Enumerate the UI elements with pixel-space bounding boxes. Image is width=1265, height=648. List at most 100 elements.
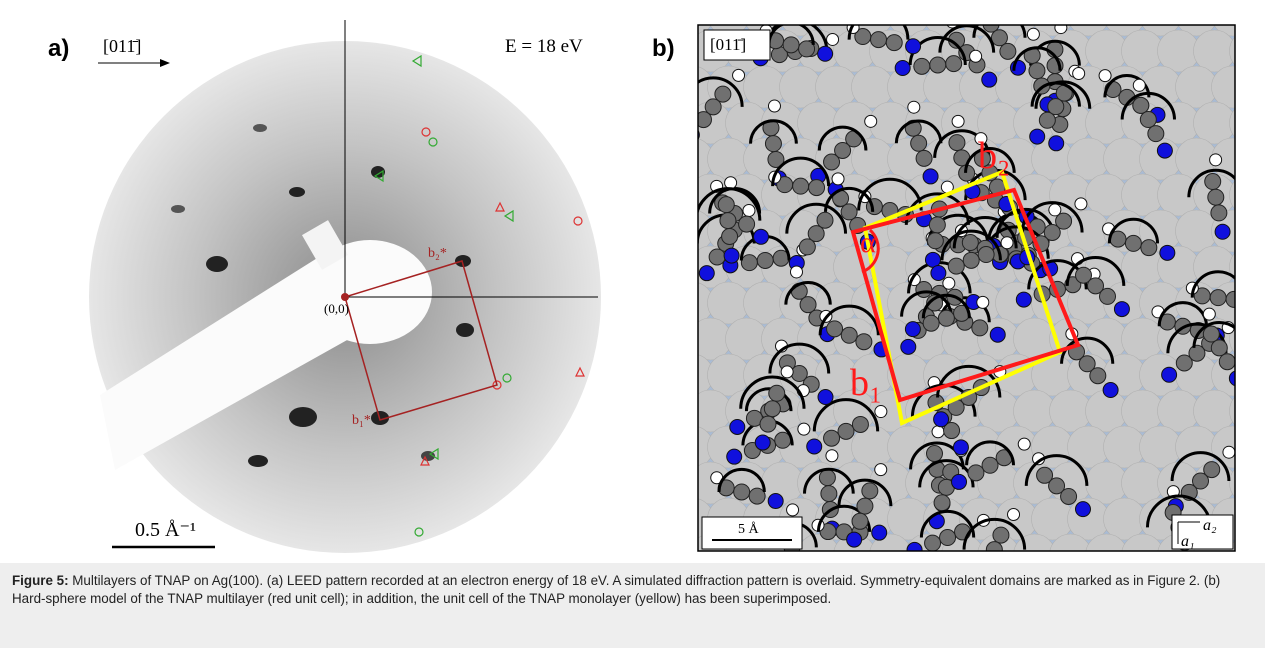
- hydrogen-atom: [781, 366, 793, 378]
- silver-sphere: [1014, 390, 1056, 432]
- carbon-atom: [857, 498, 873, 514]
- silver-sphere: [1140, 426, 1182, 468]
- carbon-atom: [978, 247, 994, 263]
- silver-sphere: [1050, 390, 1092, 432]
- nitrogen-atom: [906, 39, 921, 54]
- nitrogen-atom: [952, 474, 967, 489]
- hydrogen-atom: [790, 266, 802, 278]
- carbon-atom: [927, 446, 943, 462]
- carbon-atom: [1219, 354, 1235, 370]
- nitrogen-atom: [953, 440, 968, 455]
- nitrogen-atom: [768, 494, 783, 509]
- carbon-atom: [821, 486, 837, 502]
- nitrogen-atom: [1049, 136, 1064, 151]
- silver-sphere: [1122, 318, 1164, 360]
- carbon-atom: [739, 216, 755, 232]
- caption-text: Multilayers of TNAP on Ag(100). (a) LEED…: [12, 573, 1220, 606]
- carbon-atom: [760, 416, 776, 432]
- carbon-atom: [838, 423, 854, 439]
- carbon-atom: [819, 470, 835, 486]
- carbon-atom: [962, 235, 978, 251]
- carbon-atom: [769, 385, 785, 401]
- nitrogen-atom: [727, 449, 742, 464]
- spot: [289, 407, 317, 427]
- nitrogen-atom: [872, 525, 887, 540]
- carbon-atom: [827, 321, 843, 337]
- spot: [456, 323, 474, 337]
- carbon-atom: [841, 327, 857, 343]
- nitrogen-atom: [1162, 367, 1177, 382]
- hydrogen-atom: [875, 464, 887, 476]
- nitrogen-atom: [807, 439, 822, 454]
- hydrogen-atom: [798, 423, 810, 435]
- spot: [253, 124, 267, 132]
- nitrogen-atom: [847, 532, 862, 547]
- nitrogen-atom: [934, 412, 949, 427]
- carbon-atom: [993, 527, 1009, 543]
- panel-label: b): [652, 35, 675, 62]
- hydrogen-atom: [1027, 28, 1039, 40]
- b1-label: b₁: [850, 362, 882, 404]
- carbon-atom: [741, 255, 757, 271]
- carbon-atom: [1133, 97, 1149, 113]
- hydrogen-atom: [1001, 237, 1013, 249]
- hydrogen-atom: [725, 177, 737, 189]
- silver-sphere: [1158, 30, 1200, 72]
- carbon-atom: [1203, 326, 1219, 342]
- nitrogen-atom: [982, 72, 997, 87]
- origin-marker: [341, 293, 349, 301]
- a2-label: a₂: [1203, 517, 1217, 534]
- carbon-atom: [871, 32, 887, 48]
- spot: [206, 256, 228, 272]
- a1-label: a₁: [1181, 533, 1195, 550]
- hydrogen-atom: [977, 296, 989, 308]
- carbon-atom: [1176, 355, 1192, 371]
- panel-b: α b₂ b₁ [011̄] 5 Å a₂ a₁: [672, 0, 1265, 563]
- hydrogen-atom: [1018, 438, 1030, 450]
- nitrogen-atom: [1114, 302, 1129, 317]
- carbon-atom: [972, 320, 988, 336]
- silver-sphere: [1194, 30, 1236, 72]
- carbon-atom: [914, 58, 930, 74]
- carbon-atom: [1211, 205, 1227, 221]
- carbon-atom: [852, 513, 868, 529]
- hydrogen-atom: [865, 115, 877, 127]
- hydrogen-atom: [1203, 308, 1215, 320]
- figure-caption: Figure 5: Multilayers of TNAP on Ag(100)…: [0, 563, 1265, 648]
- hydrogen-atom: [832, 173, 844, 185]
- carbon-atom: [930, 57, 946, 73]
- carbon-atom: [948, 258, 964, 274]
- hydrogen-atom: [827, 33, 839, 45]
- carbon-atom: [1141, 240, 1157, 256]
- nitrogen-atom: [818, 390, 833, 405]
- silver-sphere: [1104, 498, 1146, 540]
- nitrogen-atom: [724, 248, 739, 263]
- carbon-atom: [1205, 174, 1221, 190]
- silver-sphere: [1086, 462, 1128, 504]
- carbon-atom: [1029, 63, 1045, 79]
- silver-sphere: [1086, 102, 1128, 144]
- hydrogen-atom: [908, 101, 920, 113]
- hydrogen-atom: [787, 504, 799, 516]
- hydrogen-atom: [768, 100, 780, 112]
- hydrogen-atom: [970, 50, 982, 62]
- carbon-atom: [968, 465, 984, 481]
- carbon-atom: [1208, 189, 1224, 205]
- carbon-atom: [1125, 235, 1141, 251]
- carbon-atom: [809, 180, 825, 196]
- nitrogen-atom: [1215, 224, 1230, 239]
- page: {"figure": { "panel_a": {"label": "a)", …: [0, 0, 1265, 648]
- nitrogen-atom: [901, 339, 916, 354]
- silver-sphere: [1158, 390, 1200, 432]
- hydrogen-atom: [943, 277, 955, 289]
- b2-label: b₂*: [428, 246, 447, 261]
- silver-sphere: [1122, 462, 1164, 504]
- carbon-atom: [856, 334, 872, 350]
- carbon-atom: [1090, 368, 1106, 384]
- carbon-atom: [938, 310, 954, 326]
- silver-sphere: [1194, 246, 1236, 288]
- silver-sphere: [1122, 30, 1164, 72]
- hydrogen-atom: [826, 450, 838, 462]
- carbon-atom: [862, 483, 878, 499]
- nitrogen-atom: [923, 169, 938, 184]
